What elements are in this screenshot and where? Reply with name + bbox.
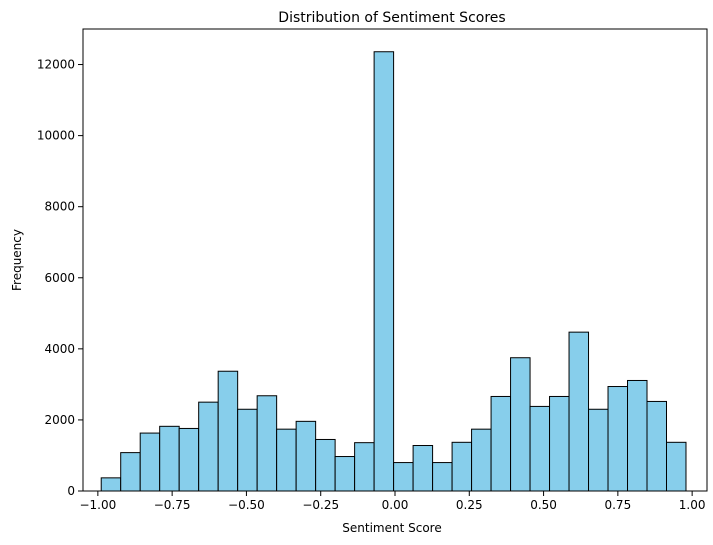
histogram-bars <box>100 51 687 492</box>
histogram-bar <box>490 395 512 492</box>
histogram-bar <box>588 408 609 492</box>
y-tick-label: 6000 <box>44 271 75 285</box>
histogram-bar <box>217 370 239 492</box>
y-tick-label: 12000 <box>37 58 75 72</box>
histogram-bar <box>100 477 122 492</box>
histogram-bar <box>665 441 687 492</box>
histogram-bar <box>315 438 336 492</box>
histogram-bar <box>354 442 375 492</box>
histogram-bar <box>627 379 648 492</box>
y-tick-label: 0 <box>67 484 75 498</box>
x-axis-ticks: −1.00 −0.75 −0.50 −0.25 0.00 0.25 0.50 0.75 1.00 <box>79 491 706 512</box>
x-tick-label: −0.25 <box>302 498 339 512</box>
histogram-bar <box>412 445 434 492</box>
y-axis-title: Frequency <box>10 229 24 291</box>
y-tick-label: 8000 <box>44 200 75 214</box>
histogram-bar <box>549 395 570 492</box>
histogram-bar <box>646 400 667 492</box>
histogram-bar <box>178 427 200 492</box>
x-tick-label: 0.75 <box>604 498 631 512</box>
histogram-bar <box>276 428 297 492</box>
histogram-bar <box>471 428 492 492</box>
y-axis-ticks: 0 2000 4000 6000 8000 10000 12000 <box>37 58 83 498</box>
y-tick-label: 4000 <box>44 342 75 356</box>
histogram-bar <box>510 357 531 492</box>
x-tick-label: −1.00 <box>79 498 116 512</box>
x-tick-label: 0.25 <box>456 498 483 512</box>
y-tick-label: 10000 <box>37 129 75 143</box>
histogram-bar <box>120 452 141 492</box>
histogram-bar <box>295 420 317 492</box>
y-tick-label: 2000 <box>44 413 75 427</box>
histogram-bar <box>159 425 180 492</box>
histogram-bar <box>607 386 629 492</box>
histogram-bar <box>198 401 219 492</box>
histogram-bar <box>568 331 590 492</box>
x-tick-label: 1.00 <box>679 498 706 512</box>
histogram-bar <box>237 408 258 492</box>
x-axis-title: Sentiment Score <box>342 521 441 535</box>
histogram-bar <box>373 51 395 492</box>
x-tick-label: 0.50 <box>530 498 557 512</box>
histogram-bar <box>393 462 414 492</box>
histogram-bar <box>432 462 453 492</box>
x-tick-label: −0.75 <box>154 498 191 512</box>
histogram-bar <box>451 441 473 492</box>
histogram-bar <box>256 395 278 492</box>
histogram-bar <box>334 456 356 492</box>
chart-title: Distribution of Sentiment Scores <box>278 10 505 26</box>
histogram-bar <box>529 405 551 492</box>
x-tick-label: 0.00 <box>382 498 409 512</box>
x-tick-label: −0.50 <box>228 498 265 512</box>
histogram-bar <box>139 432 161 492</box>
